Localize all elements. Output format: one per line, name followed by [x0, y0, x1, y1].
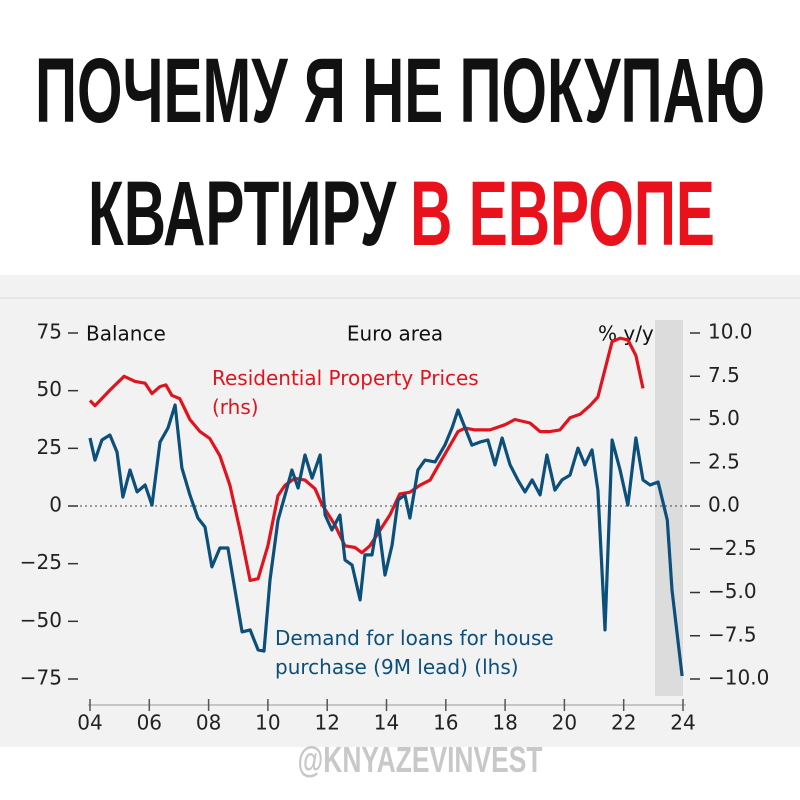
headline-2b: В ЕВРОПЕ [410, 163, 715, 265]
series-line [88, 403, 684, 677]
series-label: Demand for loans for house purchase (9M … [275, 626, 554, 679]
y2-tick-label: −10.0 [708, 666, 769, 690]
x-tick-label: 22 [611, 711, 636, 735]
x-tick-label: 06 [137, 711, 162, 735]
series-line [88, 336, 645, 582]
y2-tick-label: 2.5 [708, 449, 740, 473]
y2-tick-label: −2.5 [708, 536, 757, 560]
y-tick-label: −25 [20, 550, 62, 574]
y-tick-label: −50 [20, 608, 62, 632]
y2-tick-label: −7.5 [708, 622, 757, 646]
x-tick-label: 10 [255, 711, 280, 735]
y2-tick-label: 0.0 [708, 493, 740, 517]
chart-title: Euro area [347, 322, 443, 346]
x-tick-label: 12 [314, 711, 339, 735]
y-tick-label: 75 [37, 320, 62, 344]
headline-2: КВАРТИРУВ ЕВРОПЕ [88, 163, 715, 265]
x-tick-label: 14 [374, 711, 399, 735]
y-tick-label: 50 [37, 377, 62, 401]
x-tick-label: 18 [492, 711, 517, 735]
y2-tick-label: 5.0 [708, 406, 740, 430]
y2-tick-label: 10.0 [708, 320, 753, 344]
series-label: Residential Property Prices (rhs) [212, 366, 479, 419]
x-tick-label: 16 [433, 711, 458, 735]
y-axis-label: Balance [86, 322, 166, 346]
x-tick-label: 04 [77, 711, 102, 735]
y-tick-label: 0 [49, 493, 62, 517]
y2-axis-label: % y/y [598, 322, 654, 346]
y-tick-label: −75 [20, 666, 62, 690]
y-tick-label: 25 [37, 435, 62, 459]
y2-tick-label: −5.0 [708, 579, 757, 603]
watermark: @KNYAZEVINVEST [298, 739, 543, 780]
x-tick-label: 08 [196, 711, 221, 735]
x-tick-label: 24 [670, 711, 695, 735]
x-tick-label: 20 [552, 711, 577, 735]
headline-1: ПОЧЕМУ Я НЕ ПОКУПАЮ [35, 40, 765, 142]
headline-2a: КВАРТИРУ [88, 163, 397, 265]
y2-tick-label: 7.5 [708, 363, 740, 387]
